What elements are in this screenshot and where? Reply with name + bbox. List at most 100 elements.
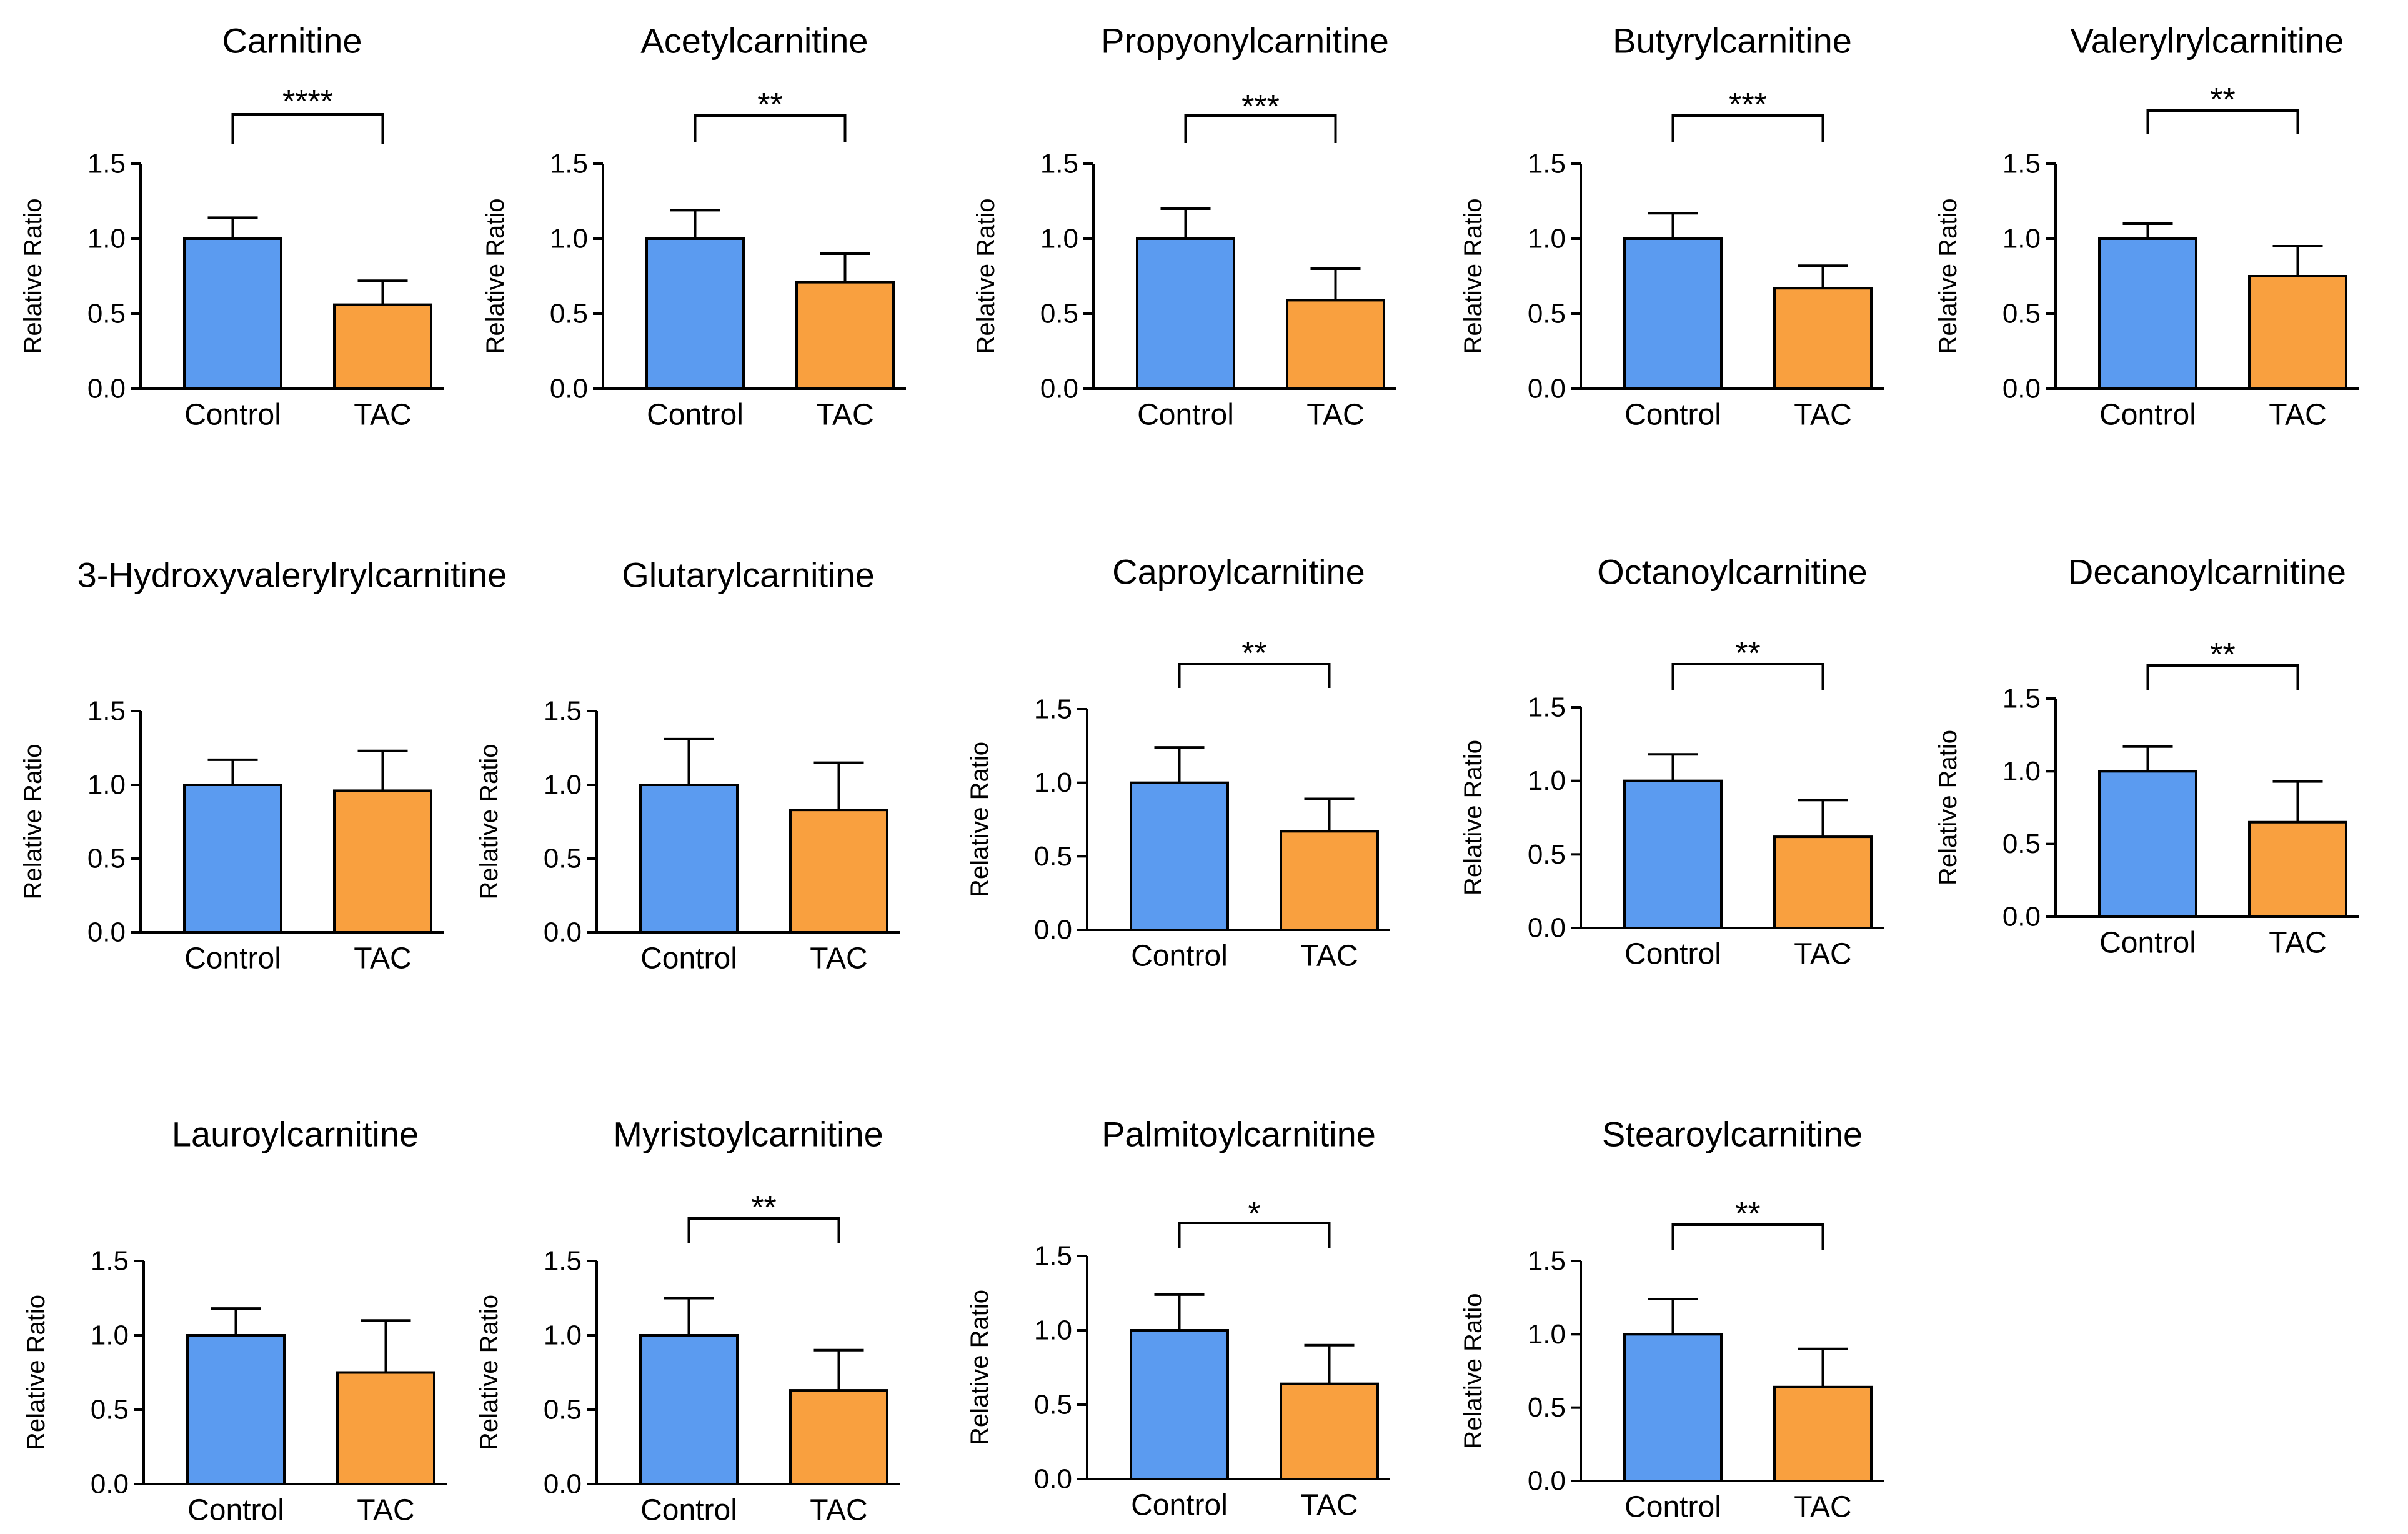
significance-bracket <box>687 1217 840 1243</box>
significance-stars: ** <box>751 1190 776 1226</box>
y-tick-label: 1.5 <box>1040 149 1078 179</box>
significance-bracket <box>2146 664 2299 690</box>
y-tick-label: 1.0 <box>1528 1319 1566 1350</box>
bar-control <box>639 784 739 934</box>
chart-panel: Butyrylcarnitine 0.0 0.5 1.0 1.5 Relative Rat… <box>1460 21 1884 432</box>
y-tick-label: 1.0 <box>2003 756 2041 787</box>
bar-tac <box>789 809 888 934</box>
y-tick-label: 0.5 <box>1040 299 1078 329</box>
x-tick-label: Control <box>184 399 281 432</box>
y-tick-label: 0.0 <box>1528 1466 1566 1497</box>
x-tick-label: TAC <box>357 1494 414 1527</box>
y-tick-label: 1.5 <box>544 1246 582 1277</box>
significance-bracket <box>1671 1223 1824 1250</box>
y-tick-label: 1.5 <box>2003 684 2041 714</box>
significance-stars: ** <box>1735 1196 1760 1232</box>
y-tick-label: 1.5 <box>87 696 126 727</box>
chart-panel: Octanoylcarnitine 0.0 0.5 1.0 1.5 Relative Ra… <box>1460 552 1884 971</box>
y-axis-label: Relative Ratio <box>475 744 503 899</box>
x-tick-label: Control <box>1624 1491 1721 1524</box>
bar-control <box>1623 779 1723 929</box>
chart-title: Carnitine <box>222 21 362 61</box>
bar-control <box>1623 1333 1723 1482</box>
significance-bracket <box>1671 663 1824 690</box>
x-tick-label: Control <box>1137 399 1234 432</box>
x-tick-label: Control <box>1131 940 1228 973</box>
bar-tac <box>789 1389 888 1486</box>
bar-tac <box>1286 299 1385 390</box>
bar-tac <box>1773 835 1873 930</box>
significance-bracket <box>1178 663 1331 688</box>
significance-stars: **** <box>282 84 333 120</box>
y-tick-label: 0.5 <box>1528 299 1566 329</box>
y-tick-label: 1.0 <box>1040 224 1078 254</box>
y-tick-label: 0.0 <box>2003 374 2041 404</box>
bar-tac <box>333 789 432 934</box>
y-axis-label: Relative Ratio <box>1460 740 1487 895</box>
chart-title: 3-Hydroxyvalerylrylcarnitine <box>77 555 507 595</box>
y-tick-label: 1.0 <box>1034 767 1072 798</box>
y-tick-label: 1.0 <box>1528 765 1566 796</box>
chart-panel: Caproylcarnitine 0.0 0.5 1.0 1.5 Relative Rat… <box>966 552 1390 973</box>
y-tick-label: 0.5 <box>544 844 582 874</box>
y-tick-label: 1.0 <box>544 770 582 800</box>
chart-title: Butyrylcarnitine <box>1613 21 1852 61</box>
y-axis-label: Relative Ratio <box>19 198 47 354</box>
chart-title: Octanoylcarnitine <box>1597 552 1868 592</box>
y-tick-label: 0.5 <box>1034 1390 1072 1420</box>
y-axis-label: Relative Ratio <box>1460 198 1487 354</box>
bar-tac <box>2248 820 2347 919</box>
significance-bracket <box>1671 114 1824 142</box>
y-tick-label: 0.5 <box>1528 839 1566 870</box>
y-tick-label: 0.5 <box>1528 1392 1566 1423</box>
y-axis-label: Relative Ratio <box>966 1290 993 1445</box>
chart-panel: Propyonylcarnitine 0.0 0.5 1.0 1.5 Relative R… <box>972 21 1396 432</box>
x-tick-label: Control <box>1624 399 1721 432</box>
chart-title: Propyonylcarnitine <box>1101 21 1389 61</box>
y-tick-label: 0.5 <box>550 299 588 329</box>
x-tick-label: TAC <box>1794 938 1851 971</box>
chart-title: Valerylrylcarnitine <box>2071 21 2344 61</box>
x-tick-label: TAC <box>1300 1489 1358 1522</box>
chart-panel: Stearoylcarnitine 0.0 0.5 1.0 1.5 Relative Ra… <box>1460 1115 1884 1524</box>
chart-panel: Carnitine 0.0 0.5 1.0 1.5 Relative Ratio Contr… <box>19 21 444 432</box>
bar-tac <box>1773 287 1873 391</box>
y-tick-label: 0.0 <box>87 917 126 948</box>
significance-stars: ** <box>1241 635 1266 672</box>
y-tick-label: 1.0 <box>87 224 126 254</box>
y-tick-label: 0.0 <box>544 1469 582 1500</box>
x-tick-label: TAC <box>1794 399 1851 432</box>
x-tick-label: TAC <box>810 942 867 975</box>
y-tick-label: 0.0 <box>550 374 588 404</box>
x-tick-label: TAC <box>810 1494 867 1527</box>
x-tick-label: Control <box>647 399 744 432</box>
y-axis-label: Relative Ratio <box>475 1295 503 1450</box>
x-tick-label: TAC <box>816 399 873 432</box>
bar-control <box>2098 237 2197 390</box>
y-tick-label: 0.0 <box>1528 374 1566 404</box>
x-tick-label: TAC <box>1306 399 1364 432</box>
significance-stars: ** <box>2210 82 2235 118</box>
bar-control <box>1130 1329 1229 1480</box>
y-axis-label: Relative Ratio <box>19 744 47 899</box>
y-tick-label: 1.5 <box>1034 1241 1072 1272</box>
bar-control <box>186 1334 286 1485</box>
significance-bracket <box>1184 114 1337 143</box>
chart-panel: Valerylrylcarnitine 0.0 0.5 1.0 1.5 Relative … <box>1934 21 2359 432</box>
significance-bracket <box>2146 109 2299 134</box>
y-tick-label: 1.5 <box>91 1246 129 1277</box>
y-tick-label: 0.5 <box>544 1395 582 1425</box>
y-tick-label: 0.0 <box>2003 902 2041 932</box>
x-tick-label: Control <box>640 942 737 975</box>
y-tick-label: 1.0 <box>2003 224 2041 254</box>
bar-control <box>1130 781 1229 931</box>
significance-bracket <box>231 113 384 144</box>
y-tick-label: 1.0 <box>91 1320 129 1351</box>
y-axis-label: Relative Ratio <box>22 1295 50 1450</box>
chart-title: Palmitoylcarnitine <box>1102 1115 1376 1154</box>
x-tick-label: TAC <box>1300 940 1358 973</box>
y-tick-label: 0.5 <box>2003 829 2041 859</box>
significance-bracket <box>694 114 847 142</box>
y-tick-label: 1.5 <box>544 696 582 727</box>
